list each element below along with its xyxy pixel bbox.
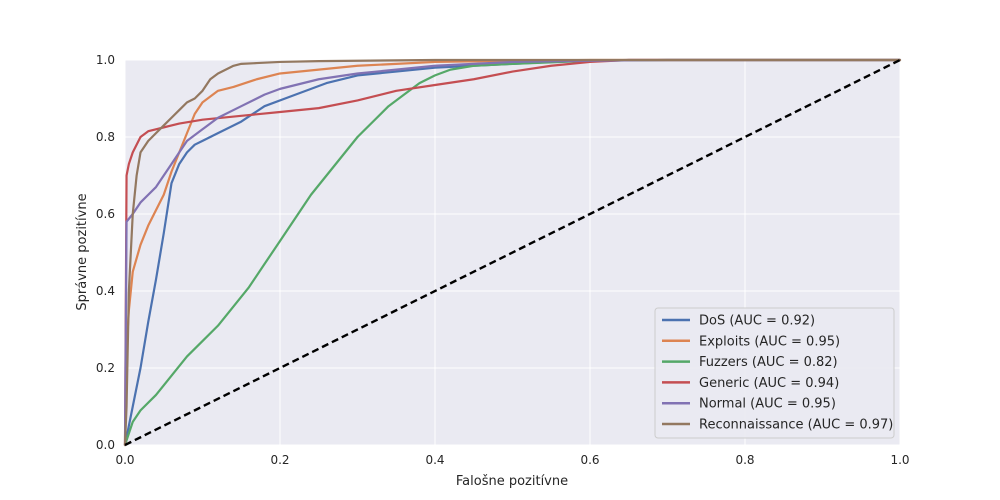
reference-diagonal-line	[124, 58, 901, 447]
series-line-1	[123, 58, 902, 447]
x-tick-label: 0.8	[735, 453, 754, 467]
legend-label: Reconnaissance (AUC = 0.97)	[699, 418, 893, 433]
legend-label: Generic (AUC = 0.94)	[699, 376, 839, 391]
y-tick-label: 1.0	[96, 53, 115, 67]
x-axis-ticks: 0.0 0.2 0.4 0.6 0.8 1.0	[115, 453, 909, 467]
y-axis-ticks: 0.0 0.2 0.4 0.6 0.8 1.0	[96, 53, 115, 452]
x-tick-label: 0.0	[115, 453, 134, 467]
legend-label: Normal (AUC = 0.95)	[699, 397, 836, 412]
grid-lines	[124, 59, 901, 446]
x-axis-label: Falošne pozitívne	[456, 474, 568, 489]
y-tick-label: 0.8	[96, 130, 115, 144]
x-tick-label: 0.6	[580, 453, 599, 467]
series-group	[123, 58, 902, 447]
y-tick-label: 0.4	[96, 284, 115, 298]
legend-box	[654, 307, 895, 439]
legend-label: Exploits (AUC = 0.95)	[699, 334, 840, 349]
legend: DoS (AUC = 0.92) Exploits (AUC = 0.95) Fuz…	[654, 307, 895, 439]
legend-label: Fuzzers (AUC = 0.82)	[699, 355, 838, 370]
legend-label: DoS (AUC = 0.92)	[699, 314, 815, 329]
y-tick-label: 0.0	[96, 438, 115, 452]
y-tick-label: 0.2	[96, 361, 115, 375]
series-line-2	[123, 58, 902, 447]
y-tick-label: 0.6	[96, 207, 115, 221]
series-line-4	[123, 58, 902, 447]
x-tick-label: 0.4	[425, 453, 444, 467]
series-line-5	[123, 58, 902, 447]
y-axis-label: Správne pozitívne	[75, 193, 90, 310]
x-tick-label: 0.2	[270, 453, 289, 467]
x-tick-label: 1.0	[890, 453, 909, 467]
